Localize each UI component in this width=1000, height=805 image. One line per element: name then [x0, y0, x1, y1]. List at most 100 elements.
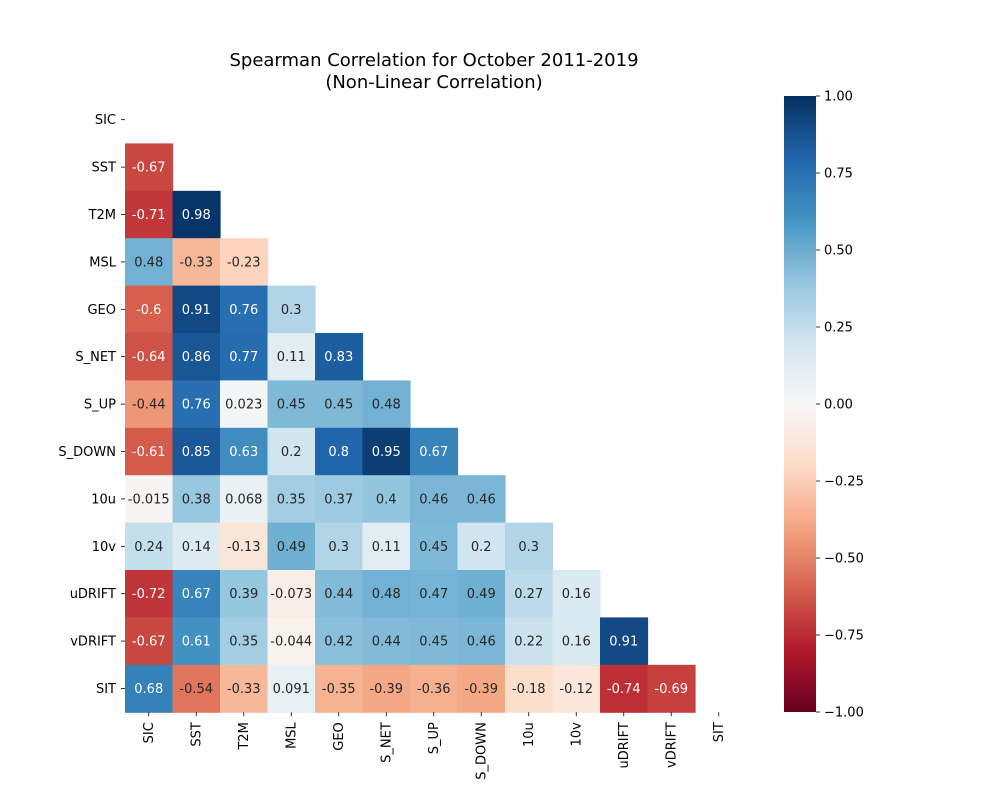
heatmap-cell: [125, 238, 174, 287]
heatmap-cell: [410, 617, 459, 666]
heatmap-cell: [315, 475, 364, 524]
cell-value-label: -0.67: [132, 635, 166, 650]
cell-value-label: 0.44: [372, 635, 401, 650]
cell-value-label: 0.8: [328, 445, 349, 460]
cell-value-label: 0.45: [419, 635, 448, 650]
y-tick-label: MSL: [89, 255, 116, 270]
heatmap-cell: [410, 570, 459, 618]
heatmap-cell: [362, 617, 411, 666]
heatmap-cell: [505, 570, 554, 618]
cell-value-label: 0.35: [229, 635, 258, 650]
y-tick-label: SIT: [96, 682, 116, 697]
heatmap-cell: [457, 522, 506, 571]
heatmap-cell: [362, 380, 411, 429]
cell-value-label: 0.3: [328, 540, 349, 555]
cell-value-label: 0.49: [467, 587, 496, 602]
cell-value-label: 0.91: [182, 303, 211, 318]
heatmap-cell: [552, 617, 601, 666]
heatmap-cell: [220, 238, 269, 287]
cell-value-label: 0.2: [281, 445, 302, 460]
heatmap-cell: [505, 664, 554, 713]
cell-value-label: 0.77: [229, 350, 258, 365]
cell-value-label: -0.67: [132, 161, 166, 176]
y-tick-label: S_NET: [75, 350, 116, 365]
colorbar-tick-label: 0.50: [824, 244, 853, 259]
cell-value-label: -0.6: [136, 303, 161, 318]
cell-value-label: -0.18: [512, 682, 546, 697]
heatmap-cell: [267, 664, 316, 713]
cell-value-label: 0.11: [372, 540, 401, 555]
cell-value-label: 0.63: [229, 445, 258, 460]
cell-value-label: -0.39: [464, 682, 498, 697]
heatmap-cell: [220, 380, 269, 429]
heatmap-cell: [172, 190, 221, 239]
cell-value-label: 0.61: [182, 635, 211, 650]
heatmap-cell: [220, 427, 269, 476]
heatmap-cell: [220, 285, 269, 334]
cell-value-label: 0.91: [609, 635, 638, 650]
chart-subtitle: (Non-Linear Correlation): [325, 72, 542, 93]
cell-value-label: 0.14: [182, 540, 211, 555]
heatmap-cell: [410, 475, 459, 524]
cell-value-label: 0.023: [225, 398, 262, 413]
y-tick-label: 10v: [92, 540, 117, 555]
cell-value-label: 0.3: [281, 303, 302, 318]
colorbar-tick-label: 0.75: [824, 167, 853, 182]
heatmap-cell: [362, 475, 411, 524]
cell-value-label: -0.35: [322, 682, 356, 697]
heatmap-cell: [505, 522, 554, 571]
heatmap-cell: [457, 617, 506, 666]
heatmap-cell: [125, 285, 174, 334]
y-tick-label: vDRIFT: [70, 635, 116, 650]
cell-value-label: -0.33: [179, 255, 213, 270]
heatmap-cell: [125, 522, 174, 571]
heatmap-cell: [172, 333, 221, 381]
colorbar-tick-label: −0.50: [824, 552, 864, 567]
cell-value-label: 0.091: [273, 682, 310, 697]
heatmap-cell: [172, 475, 221, 524]
colorbar-tick-label: 0.25: [824, 321, 853, 336]
heatmap-cell: [362, 522, 411, 571]
y-tick-label: uDRIFT: [70, 587, 116, 602]
heatmap-cell: [172, 664, 221, 713]
x-tick-label: MSL: [285, 721, 300, 748]
y-axis-labels: SIC SST T2M MSL GEO S_NET S_UP S_DOWN 10u 10v uDRI…: [58, 113, 125, 697]
cell-value-label: 0.76: [182, 398, 211, 413]
x-tick-label: SIC: [142, 722, 157, 743]
heatmap-cell: [315, 522, 364, 571]
heatmap-cell: [125, 664, 174, 713]
x-tick-label: GEO: [332, 722, 347, 751]
heatmap-cell: [410, 522, 459, 571]
heatmap-cell: [410, 664, 459, 713]
cell-value-label: 0.48: [372, 398, 401, 413]
cell-value-label: -0.044: [270, 635, 312, 650]
heatmap-cell: [267, 380, 316, 429]
heatmap-cell: [362, 570, 411, 618]
heatmap-cell: [125, 190, 174, 239]
heatmap-cell: [125, 143, 174, 192]
colorbar-tick-label: −1.00: [824, 706, 864, 721]
heatmap-cell: [362, 664, 411, 713]
x-tick-label: S_UP: [427, 722, 442, 754]
cell-value-label: 0.47: [419, 587, 448, 602]
heatmap-cell: [220, 570, 269, 618]
cell-value-label: 0.16: [562, 635, 591, 650]
heatmap-cell: [315, 664, 364, 713]
cell-value-label: -0.015: [128, 492, 170, 507]
colorbar-tick-label: −0.25: [824, 475, 864, 490]
heatmap-cell: [552, 664, 601, 713]
cell-value-label: 0.3: [518, 540, 539, 555]
heatmap-cell: [172, 380, 221, 429]
x-tick-label: S_DOWN: [475, 722, 490, 780]
heatmap-cell: [125, 333, 174, 381]
cell-value-label: 0.68: [134, 682, 163, 697]
cell-value-label: 0.67: [182, 587, 211, 602]
heatmap-cell: [647, 664, 696, 713]
cell-value-label: 0.49: [277, 540, 306, 555]
heatmap-cell: [315, 617, 364, 666]
cell-value-label: 0.068: [225, 492, 262, 507]
heatmap-cell: [267, 475, 316, 524]
cell-value-label: 0.48: [134, 255, 163, 270]
cell-value-label: 0.85: [182, 445, 211, 460]
